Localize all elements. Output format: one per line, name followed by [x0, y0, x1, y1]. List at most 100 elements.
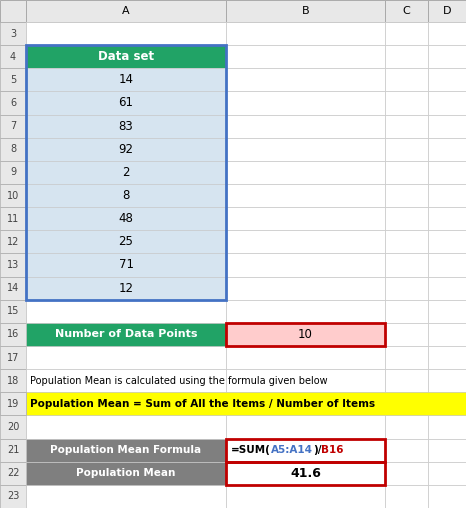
Bar	[0, 45, 26, 68]
Text: 14: 14	[118, 73, 133, 86]
Text: 83: 83	[119, 120, 133, 133]
Bar	[26, 276, 226, 300]
Bar	[226, 22, 385, 45]
Bar	[26, 438, 226, 462]
Text: A: A	[122, 6, 130, 16]
Bar	[385, 392, 428, 416]
Bar	[226, 115, 385, 138]
Bar	[26, 323, 226, 346]
Bar	[385, 184, 428, 207]
Text: 19: 19	[7, 399, 19, 409]
Bar	[385, 0, 428, 22]
Bar	[0, 346, 26, 369]
Bar	[428, 45, 466, 68]
Bar	[26, 45, 226, 68]
Bar	[226, 253, 385, 276]
Bar	[428, 253, 466, 276]
Bar	[26, 45, 226, 68]
Bar	[26, 115, 226, 138]
Text: D: D	[443, 6, 451, 16]
Bar	[226, 346, 385, 369]
Text: 21: 21	[7, 445, 19, 455]
Bar	[428, 161, 466, 184]
Bar	[385, 276, 428, 300]
Bar	[226, 462, 385, 485]
Bar	[428, 392, 466, 416]
Bar	[226, 369, 385, 392]
Text: 14: 14	[7, 283, 19, 293]
Bar	[428, 416, 466, 438]
Text: 6: 6	[10, 98, 16, 108]
Text: 5: 5	[10, 75, 16, 85]
Bar	[385, 207, 428, 230]
Text: 8: 8	[10, 144, 16, 154]
Bar	[0, 91, 26, 115]
Text: 61: 61	[118, 97, 133, 110]
Bar	[385, 462, 428, 485]
Bar	[226, 485, 385, 508]
Text: 15: 15	[7, 306, 19, 316]
Bar	[0, 207, 26, 230]
Bar	[26, 230, 226, 253]
Text: B16: B16	[322, 445, 344, 455]
Bar	[226, 416, 385, 438]
Bar	[226, 230, 385, 253]
Bar	[226, 323, 385, 346]
Bar	[26, 323, 226, 346]
Bar	[226, 276, 385, 300]
Bar	[26, 416, 226, 438]
Bar	[385, 346, 428, 369]
Bar	[0, 369, 26, 392]
Text: 23: 23	[7, 491, 19, 501]
Bar	[0, 438, 26, 462]
Bar	[226, 462, 385, 485]
Bar	[0, 416, 26, 438]
Bar	[428, 230, 466, 253]
Bar	[226, 392, 385, 416]
Text: 19: 19	[7, 399, 19, 409]
Bar	[26, 346, 226, 369]
Bar	[0, 115, 26, 138]
Bar	[385, 438, 428, 462]
Bar	[385, 161, 428, 184]
Text: 25: 25	[118, 235, 133, 248]
Text: B: B	[302, 6, 309, 16]
Bar	[0, 392, 26, 416]
Bar	[385, 138, 428, 161]
Bar	[385, 115, 428, 138]
Bar	[26, 392, 226, 416]
Bar	[385, 91, 428, 115]
Bar	[26, 68, 226, 91]
Bar	[226, 184, 385, 207]
Bar	[26, 276, 226, 300]
Text: A5:A14: A5:A14	[271, 445, 313, 455]
Bar	[0, 300, 26, 323]
Bar	[0, 276, 26, 300]
Text: =SUM(: =SUM(	[231, 445, 271, 455]
Bar	[428, 369, 466, 392]
Text: 7: 7	[10, 121, 16, 131]
Bar	[428, 0, 466, 22]
Text: Number of Data Points: Number of Data Points	[55, 329, 197, 339]
Bar	[428, 91, 466, 115]
Bar	[26, 369, 226, 392]
Bar	[428, 138, 466, 161]
Bar	[428, 485, 466, 508]
Bar	[26, 138, 226, 161]
Text: Population Mean = Sum of All the Items / Number of Items: Population Mean = Sum of All the Items /…	[30, 399, 375, 409]
Bar	[0, 0, 26, 22]
Text: )/: )/	[313, 445, 322, 455]
Bar	[428, 323, 466, 346]
Bar	[385, 45, 428, 68]
Bar	[0, 138, 26, 161]
Text: 11: 11	[7, 214, 19, 224]
Text: 2: 2	[122, 166, 130, 179]
Bar	[0, 184, 26, 207]
Bar	[226, 91, 385, 115]
Text: 22: 22	[7, 468, 19, 479]
Text: Population Mean Formula: Population Mean Formula	[50, 445, 202, 455]
Bar	[226, 438, 385, 462]
Bar	[226, 438, 385, 462]
Bar	[26, 91, 226, 115]
Text: 12: 12	[118, 281, 133, 295]
